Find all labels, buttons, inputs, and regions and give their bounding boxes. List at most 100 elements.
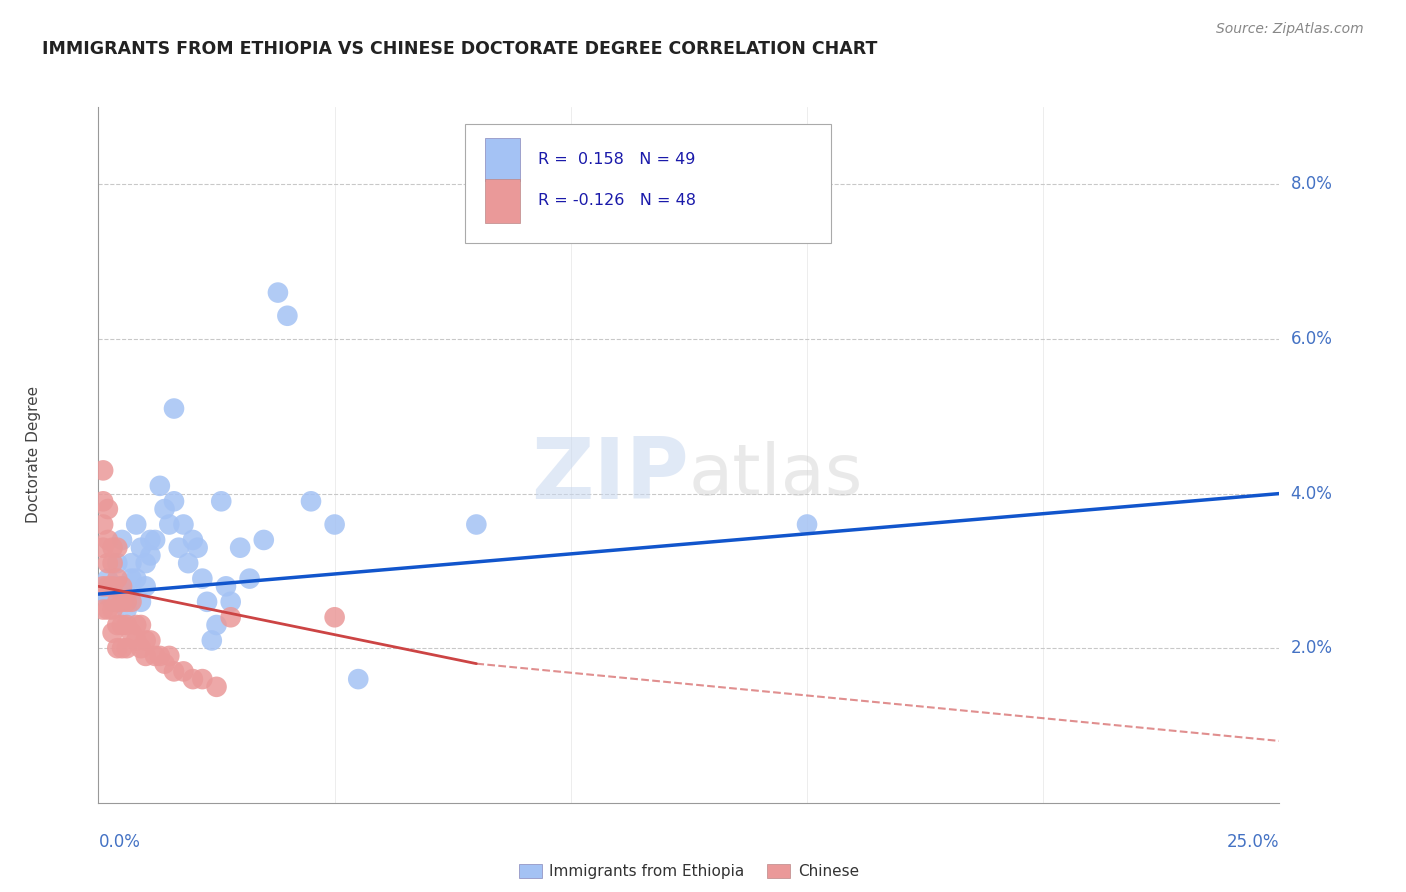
Point: [125, 618, 148, 632]
Point: [205, 618, 228, 632]
Point: [91, 463, 114, 477]
Point: [191, 572, 214, 586]
FancyBboxPatch shape: [485, 137, 520, 181]
Point: [465, 517, 488, 532]
Point: [143, 648, 166, 663]
Point: [101, 556, 124, 570]
Point: [172, 665, 194, 679]
Text: 2.0%: 2.0%: [1291, 640, 1333, 657]
Point: [323, 610, 346, 624]
Point: [215, 579, 238, 593]
Point: [91, 517, 114, 532]
Text: Source: ZipAtlas.com: Source: ZipAtlas.com: [1216, 22, 1364, 37]
Text: R = -0.126   N = 48: R = -0.126 N = 48: [537, 194, 696, 209]
Legend: Immigrants from Ethiopia, Chinese: Immigrants from Ethiopia, Chinese: [513, 858, 865, 886]
Point: [121, 625, 143, 640]
Point: [105, 556, 128, 570]
Point: [323, 517, 346, 532]
Point: [191, 672, 214, 686]
Point: [111, 641, 134, 656]
Point: [125, 572, 148, 586]
Point: [105, 579, 128, 593]
Text: atlas: atlas: [689, 442, 863, 510]
Point: [219, 610, 242, 624]
Point: [181, 672, 204, 686]
Point: [101, 541, 124, 555]
Point: [101, 579, 124, 593]
Text: ZIP: ZIP: [531, 434, 689, 517]
Point: [163, 401, 186, 416]
Point: [111, 618, 134, 632]
Point: [125, 633, 148, 648]
Point: [129, 541, 152, 555]
Text: 6.0%: 6.0%: [1291, 330, 1333, 348]
Point: [135, 556, 157, 570]
Point: [149, 479, 172, 493]
Point: [97, 502, 120, 516]
Point: [105, 541, 128, 555]
Point: [101, 602, 124, 616]
Point: [91, 587, 114, 601]
Point: [129, 595, 152, 609]
Point: [239, 572, 262, 586]
Point: [97, 533, 120, 547]
Point: [267, 285, 290, 300]
Point: [97, 602, 120, 616]
Point: [101, 579, 124, 593]
Point: [115, 587, 138, 601]
Point: [253, 533, 276, 547]
Text: Doctorate Degree: Doctorate Degree: [25, 386, 41, 524]
Point: [91, 541, 114, 555]
Point: [201, 633, 224, 648]
Point: [139, 549, 162, 563]
Text: 25.0%: 25.0%: [1227, 833, 1279, 851]
Point: [111, 579, 134, 593]
Point: [101, 625, 124, 640]
Text: 4.0%: 4.0%: [1291, 484, 1333, 502]
Point: [167, 541, 190, 555]
Point: [163, 665, 186, 679]
Point: [172, 517, 194, 532]
Point: [125, 517, 148, 532]
Point: [229, 541, 252, 555]
Point: [299, 494, 322, 508]
Point: [149, 648, 172, 663]
Point: [97, 579, 120, 593]
Point: [209, 494, 232, 508]
Point: [153, 502, 176, 516]
Point: [139, 533, 162, 547]
Point: [121, 556, 143, 570]
Point: [105, 618, 128, 632]
Point: [91, 602, 114, 616]
FancyBboxPatch shape: [464, 124, 831, 243]
Point: [121, 572, 143, 586]
Point: [177, 556, 200, 570]
Text: 0.0%: 0.0%: [98, 833, 141, 851]
Point: [129, 641, 152, 656]
Point: [115, 602, 138, 616]
Point: [796, 517, 818, 532]
Point: [153, 657, 176, 671]
Text: IMMIGRANTS FROM ETHIOPIA VS CHINESE DOCTORATE DEGREE CORRELATION CHART: IMMIGRANTS FROM ETHIOPIA VS CHINESE DOCT…: [42, 40, 877, 58]
Point: [97, 556, 120, 570]
Point: [219, 595, 242, 609]
Point: [205, 680, 228, 694]
Point: [115, 595, 138, 609]
Point: [135, 633, 157, 648]
Point: [111, 595, 134, 609]
Point: [181, 533, 204, 547]
Text: R =  0.158   N = 49: R = 0.158 N = 49: [537, 152, 695, 167]
Point: [111, 533, 134, 547]
Point: [115, 618, 138, 632]
Point: [105, 595, 128, 609]
Point: [157, 648, 180, 663]
Point: [97, 587, 120, 601]
Point: [97, 572, 120, 586]
Point: [105, 572, 128, 586]
FancyBboxPatch shape: [485, 179, 520, 222]
Point: [276, 309, 298, 323]
Text: 8.0%: 8.0%: [1291, 176, 1333, 194]
Point: [157, 517, 180, 532]
Point: [111, 579, 134, 593]
Point: [135, 648, 157, 663]
